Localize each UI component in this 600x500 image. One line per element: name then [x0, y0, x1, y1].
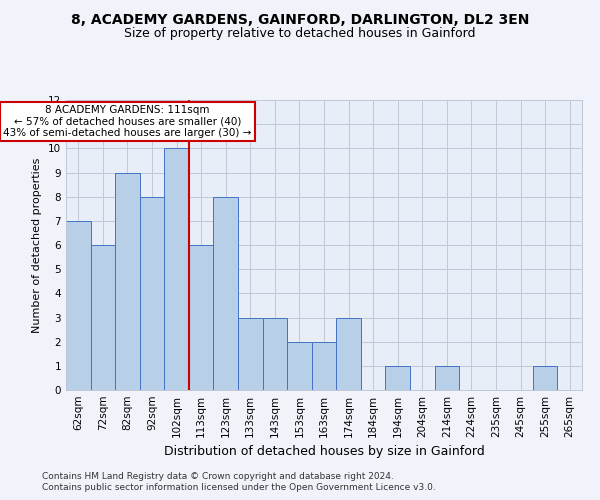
Bar — [263, 318, 287, 390]
Bar — [140, 196, 164, 390]
Bar — [164, 148, 189, 390]
Bar — [385, 366, 410, 390]
Text: Contains public sector information licensed under the Open Government Licence v3: Contains public sector information licen… — [42, 484, 436, 492]
Bar — [533, 366, 557, 390]
Bar — [115, 172, 140, 390]
Bar — [189, 245, 214, 390]
Bar — [312, 342, 336, 390]
X-axis label: Distribution of detached houses by size in Gainford: Distribution of detached houses by size … — [164, 446, 484, 458]
Bar — [214, 196, 238, 390]
Bar — [66, 221, 91, 390]
Text: Contains HM Land Registry data © Crown copyright and database right 2024.: Contains HM Land Registry data © Crown c… — [42, 472, 394, 481]
Bar — [91, 245, 115, 390]
Bar — [287, 342, 312, 390]
Text: Size of property relative to detached houses in Gainford: Size of property relative to detached ho… — [124, 28, 476, 40]
Y-axis label: Number of detached properties: Number of detached properties — [32, 158, 43, 332]
Text: 8, ACADEMY GARDENS, GAINFORD, DARLINGTON, DL2 3EN: 8, ACADEMY GARDENS, GAINFORD, DARLINGTON… — [71, 12, 529, 26]
Bar — [336, 318, 361, 390]
Text: 8 ACADEMY GARDENS: 111sqm
← 57% of detached houses are smaller (40)
43% of semi-: 8 ACADEMY GARDENS: 111sqm ← 57% of detac… — [3, 105, 251, 138]
Bar — [434, 366, 459, 390]
Bar — [238, 318, 263, 390]
